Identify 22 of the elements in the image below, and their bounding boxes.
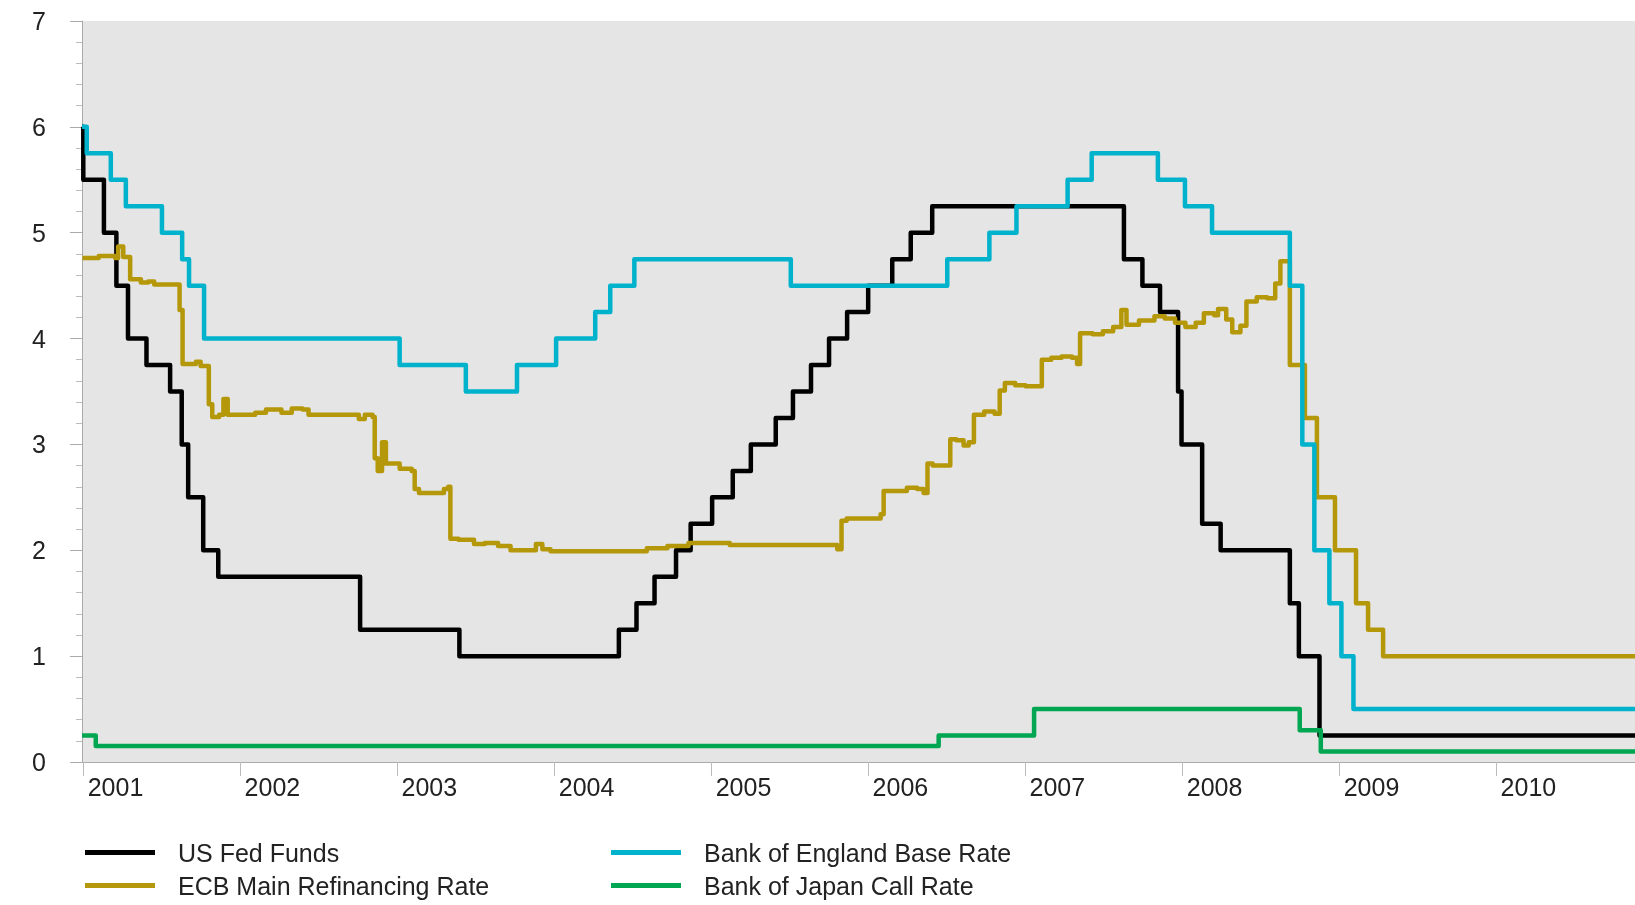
x-tick-label: 2008 — [1186, 772, 1243, 801]
y-tick-label: 2 — [32, 536, 46, 565]
x-tick-label: 2001 — [87, 772, 144, 801]
x-tick-label: 2003 — [401, 772, 458, 801]
legend-label: ECB Main Refinancing Rate — [178, 871, 490, 900]
x-tick-label: 2007 — [1029, 772, 1086, 801]
x-tick-label: 2002 — [244, 772, 301, 801]
y-tick-label: 3 — [32, 430, 46, 459]
x-tick-label: 2009 — [1343, 772, 1400, 801]
y-tick-label: 4 — [32, 324, 46, 353]
x-tick-label: 2005 — [715, 772, 772, 801]
x-tick-label: 2010 — [1500, 772, 1557, 801]
legend-label: US Fed Funds — [178, 838, 340, 867]
legend-label: Bank of Japan Call Rate — [704, 871, 974, 900]
y-tick-label: 6 — [32, 112, 46, 141]
x-tick-label: 2004 — [558, 772, 615, 801]
y-tick-label: 0 — [32, 748, 46, 776]
y-tick-label: 7 — [32, 7, 46, 35]
y-tick-label: 1 — [32, 642, 46, 671]
x-tick-label: 2006 — [872, 772, 929, 801]
legend-label: Bank of England Base Rate — [704, 838, 1012, 867]
y-tick-label: 5 — [32, 218, 46, 247]
